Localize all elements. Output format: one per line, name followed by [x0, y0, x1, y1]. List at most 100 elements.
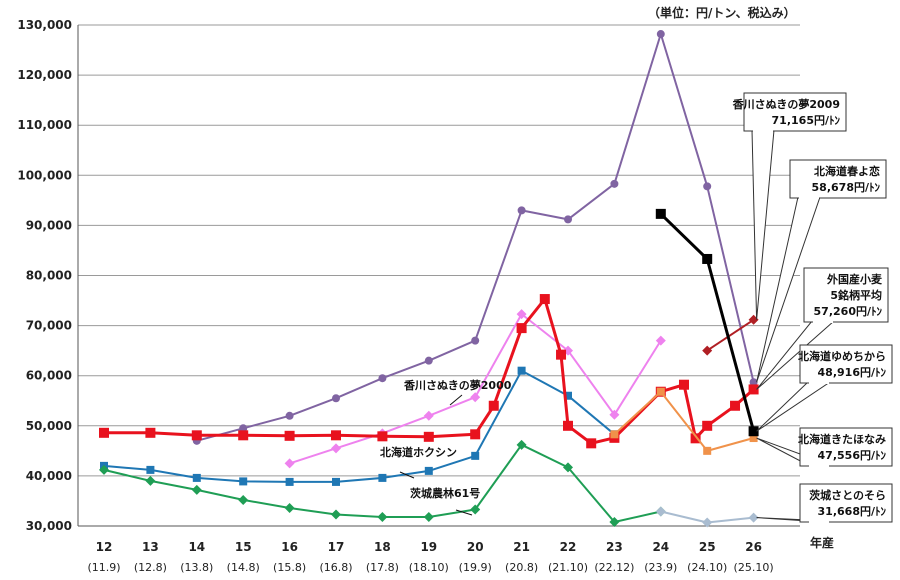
data-point: [748, 426, 759, 437]
x-tick-label: 20: [467, 540, 484, 554]
x-tick-sublabel: (13.8): [180, 561, 213, 574]
x-tick-label: 26: [745, 540, 762, 554]
x-tick-sublabel: (16.8): [319, 561, 352, 574]
data-point: [610, 179, 619, 188]
data-point: [284, 458, 295, 469]
data-point: [609, 409, 620, 420]
data-point: [239, 424, 248, 433]
x-tick-label: 17: [328, 540, 345, 554]
callout: 外国産小麦 5銘柄平均 57,260円/ﾄﾝ: [756, 267, 889, 390]
x-tick-sublabel: (23.9): [644, 561, 677, 574]
data-point: [284, 430, 295, 441]
data-point: [378, 473, 387, 482]
data-point: [470, 429, 481, 440]
x-tick-label: 23: [606, 540, 623, 554]
data-point: [424, 466, 433, 475]
callout-pointer: [751, 129, 775, 320]
data-point: [331, 430, 341, 441]
label-kagawa-2000: 香川さぬきの夢2000: [403, 378, 512, 392]
y-tick-label: 70,000: [26, 319, 72, 333]
data-point: [191, 430, 202, 441]
data-point: [99, 464, 109, 475]
y-axis: 30,000 40,000 50,000 60,000 70,000 80,000 90,0…: [17, 18, 79, 533]
data-point: [423, 410, 434, 421]
data-point: [331, 509, 341, 520]
x-tick-label: 24: [652, 540, 669, 554]
x-tick-sublabel: (24.10): [687, 561, 727, 574]
data-point: [332, 477, 340, 486]
data-point: [192, 473, 201, 482]
x-tick-label: 13: [142, 540, 159, 554]
callout-box: [799, 483, 893, 523]
callout-text: 北海道春よ恋: [814, 164, 880, 178]
data-point: [471, 336, 480, 345]
y-tick-label: 50,000: [26, 419, 72, 433]
data-point: [423, 511, 434, 522]
data-point: [99, 427, 109, 438]
data-point: [563, 420, 573, 431]
x-tick-sublabel: (20.8): [505, 561, 538, 574]
data-point: [564, 215, 572, 224]
data-point: [517, 366, 526, 375]
data-point: [702, 420, 713, 431]
data-point: [539, 294, 550, 305]
callout-text: 5銘柄平均: [830, 288, 882, 302]
callout-pointer: [756, 381, 832, 432]
callout: 北海道春よ恋 58,678円/ﾄﾝ: [756, 159, 887, 383]
callout: 香川さぬきの夢2009 71,165円/ﾄﾝ: [732, 92, 847, 320]
data-point: [331, 443, 341, 454]
data-point: [586, 438, 597, 449]
callout: 北海道ゆめちから 48,916円/ﾄﾝ: [756, 344, 893, 432]
series-red: [99, 294, 759, 449]
inline-labels: 香川さぬきの夢2000 北海道ホクシン 茨城農林61号: [380, 378, 512, 516]
y-tick-label: 100,000: [17, 168, 72, 182]
data-point: [655, 335, 666, 346]
data-point: [470, 392, 481, 403]
callout-box: [803, 267, 889, 323]
y-tick-label: 60,000: [26, 369, 72, 383]
data-point: [238, 494, 249, 505]
data-point: [655, 506, 666, 517]
data-point: [702, 345, 713, 356]
data-point: [703, 182, 712, 191]
x-tick-label: 14: [188, 540, 205, 554]
x-tick-sublabel: (18.10): [409, 561, 449, 574]
data-point: [655, 208, 666, 219]
data-point: [517, 206, 526, 215]
y-tick-label: 30,000: [26, 519, 72, 533]
data-point: [749, 378, 758, 387]
callout-text: 北海道きたほなみ: [798, 432, 886, 446]
data-point: [690, 433, 701, 444]
y-tick-label: 90,000: [26, 218, 72, 232]
x-tick-sublabel: (11.9): [87, 561, 120, 574]
data-point: [145, 475, 156, 486]
callout-text: 北海道ゆめちから: [798, 349, 886, 363]
x-axis: 12 (11.9) 13 (12.8) 14 (13.8) 15 (14.8) 16 (15.8)…: [87, 540, 773, 574]
data-point: [239, 477, 248, 486]
series-dark-red: [702, 314, 759, 356]
callout-text: 外国産小麦: [826, 272, 883, 286]
data-point: [488, 400, 499, 411]
data-point: [377, 431, 388, 442]
x-tick-label: 15: [235, 540, 252, 554]
series-line: [706, 318, 755, 352]
x-tick-label: 12: [96, 540, 113, 554]
data-point: [702, 253, 713, 264]
data-point: [656, 30, 665, 39]
data-point: [748, 384, 759, 395]
x-tick-sublabel: (17.8): [366, 561, 399, 574]
data-point: [556, 349, 567, 360]
y-tick-label: 40,000: [26, 469, 72, 483]
data-point: [238, 430, 249, 441]
callout-text: 71,165円/ﾄﾝ: [772, 114, 841, 127]
x-tick-sublabel: (14.8): [227, 561, 260, 574]
x-tick-label: 19: [420, 540, 437, 554]
x-tick-label: 22: [560, 540, 577, 554]
y-tick-label: 130,000: [17, 18, 72, 32]
data-point: [656, 387, 665, 396]
callout-text: 58,678円/ﾄﾝ: [812, 181, 881, 194]
data-point: [703, 446, 712, 455]
series-blue: [100, 366, 619, 486]
data-point: [516, 323, 527, 334]
data-point: [702, 517, 713, 528]
